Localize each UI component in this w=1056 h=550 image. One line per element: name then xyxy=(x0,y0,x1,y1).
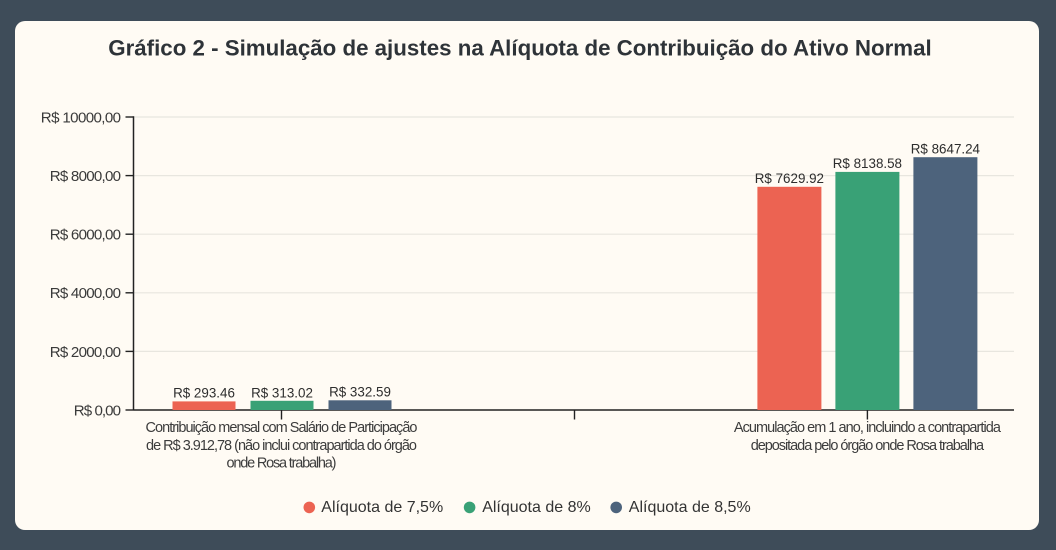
svg-text:Gráfico 2 - Simulação de ajust: Gráfico 2 - Simulação de ajustes na Alíq… xyxy=(108,36,931,61)
svg-text:R$ 2000,00: R$ 2000,00 xyxy=(50,344,121,361)
svg-text:R$ 7629.92: R$ 7629.92 xyxy=(755,171,824,186)
svg-text:R$ 293.46: R$ 293.46 xyxy=(173,386,235,401)
svg-text:R$ 8647.24: R$ 8647.24 xyxy=(911,142,981,157)
svg-text:R$ 332.59: R$ 332.59 xyxy=(329,385,391,400)
svg-text:R$ 4000,00: R$ 4000,00 xyxy=(50,285,121,302)
svg-text:Alíquota de 8%: Alíquota de 8% xyxy=(482,499,591,516)
svg-text:depositada pelo órgão onde Ros: depositada pelo órgão onde Rosa trabalha xyxy=(751,438,985,454)
svg-text:Alíquota de 8,5%: Alíquota de 8,5% xyxy=(629,499,751,516)
svg-text:R$ 10000,00: R$ 10000,00 xyxy=(41,109,121,126)
svg-text:Contribuição mensal com Salári: Contribuição mensal com Salário de Parti… xyxy=(146,420,418,436)
svg-text:de R$ 3.912,78 (não inclui con: de R$ 3.912,78 (não inclui contrapartida… xyxy=(146,438,417,454)
svg-text:Acumulação em 1 ano, incluindo: Acumulação em 1 ano, incluindo a contrap… xyxy=(734,420,1002,436)
svg-text:R$ 8000,00: R$ 8000,00 xyxy=(50,168,121,185)
svg-text:R$ 0,00: R$ 0,00 xyxy=(74,403,121,420)
svg-text:Alíquota de 7,5%: Alíquota de 7,5% xyxy=(321,499,443,516)
svg-text:onde Rosa trabalha): onde Rosa trabalha) xyxy=(227,456,337,472)
svg-text:R$ 6000,00: R$ 6000,00 xyxy=(50,227,121,244)
svg-text:R$ 313.02: R$ 313.02 xyxy=(251,385,313,400)
svg-text:R$ 8138.58: R$ 8138.58 xyxy=(833,156,902,171)
